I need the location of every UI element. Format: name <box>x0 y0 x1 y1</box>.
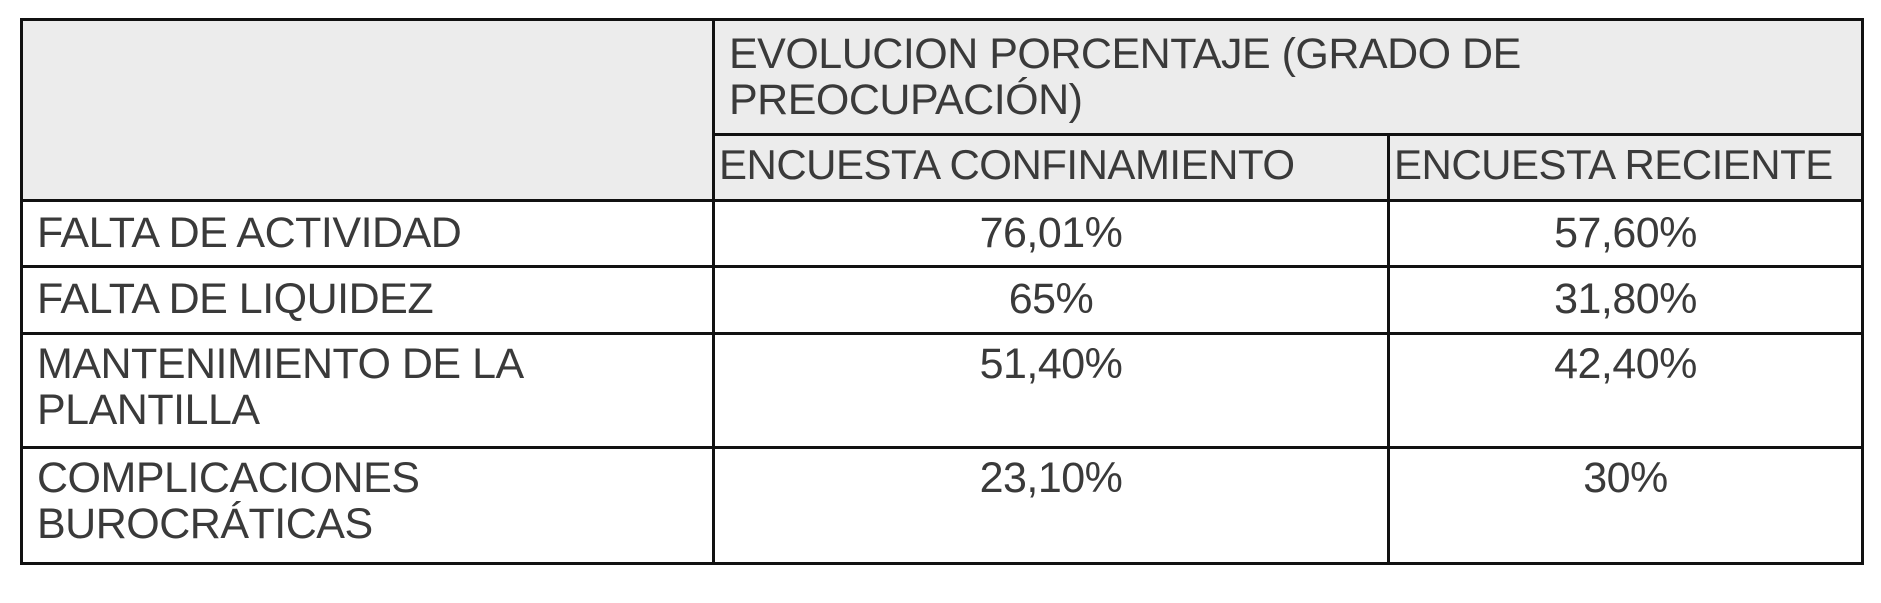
column-header-confinamiento: ENCUESTA CONFINAMIENTO <box>712 133 1390 202</box>
header-group-title: EVOLUCION PORCENTAJE (GRADO DE PREOCUPAC… <box>711 18 1865 136</box>
value-reciente: 57,60% <box>1386 199 1865 268</box>
value-confinamiento: 23,10% <box>712 446 1390 565</box>
value-confinamiento: 65% <box>712 265 1390 335</box>
value-confinamiento: 76,01% <box>712 199 1390 268</box>
value-reciente: 30% <box>1386 446 1865 565</box>
value-reciente: 42,40% <box>1386 332 1865 449</box>
value-reciente: 31,80% <box>1386 265 1865 335</box>
table-row: COMPLICACIONES BUROCRÁTICAS 23,10% 30% <box>20 446 1865 565</box>
column-header-reciente: ENCUESTA RECIENTE <box>1386 133 1865 202</box>
row-label: MANTENIMIENTO DE LA PLANTILLA <box>20 332 715 449</box>
value-confinamiento: 51,40% <box>712 332 1390 449</box>
header-row-columns: ENCUESTA CONFINAMIENTO ENCUESTA RECIENTE <box>22 133 1865 202</box>
header-empty-cell <box>20 18 715 202</box>
table-row: MANTENIMIENTO DE LA PLANTILLA 51,40% 42,… <box>20 332 1865 449</box>
table-row: FALTA DE LIQUIDEZ 65% 31,80% <box>20 265 1865 335</box>
table-row: FALTA DE ACTIVIDAD 76,01% 57,60% <box>20 199 1865 268</box>
row-label: COMPLICACIONES BUROCRÁTICAS <box>20 446 715 565</box>
row-label: FALTA DE LIQUIDEZ <box>20 265 715 335</box>
row-label: FALTA DE ACTIVIDAD <box>20 199 715 268</box>
concern-evolution-table: EVOLUCION PORCENTAJE (GRADO DE PREOCUPAC… <box>20 18 1865 565</box>
header-row-group: EVOLUCION PORCENTAJE (GRADO DE PREOCUPAC… <box>20 18 1865 202</box>
